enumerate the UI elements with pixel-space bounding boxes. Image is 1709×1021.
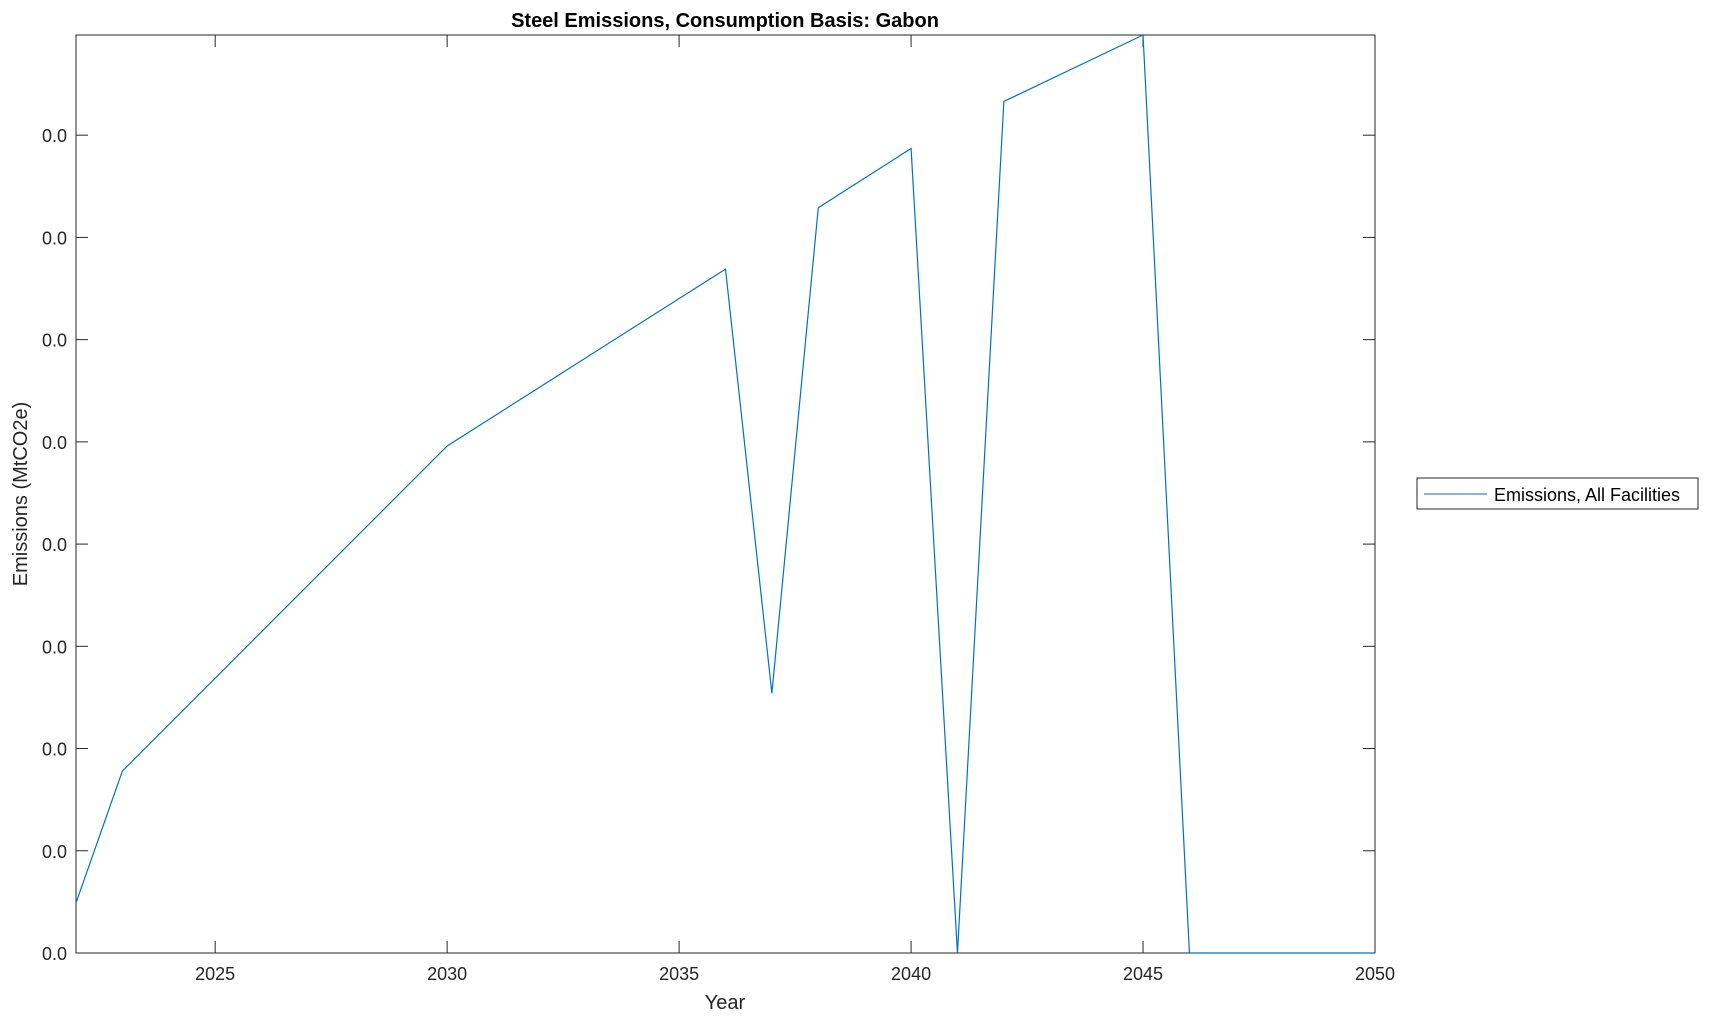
x-tick-label: 2030 — [427, 964, 467, 984]
y-tick-label: 0.0 — [42, 637, 67, 657]
y-tick-label: 0.0 — [42, 842, 67, 862]
y-tick-label: 0.0 — [42, 126, 67, 146]
x-axis-label: Year — [705, 992, 746, 1014]
y-tick-label: 0.0 — [42, 740, 67, 760]
y-tick-label: 0.0 — [42, 535, 67, 555]
x-tick-label: 2050 — [1355, 964, 1395, 984]
legend-label: Emissions, All Facilities — [1494, 485, 1680, 505]
y-tick-label: 0.0 — [42, 228, 67, 248]
plot-area — [75, 34, 1376, 954]
y-axis-label: Emissions (MtCO2e) — [10, 402, 32, 586]
x-tick-label: 2040 — [891, 964, 931, 984]
x-tick-label: 2035 — [659, 964, 699, 984]
x-tick-label: 2025 — [195, 964, 235, 984]
legend: Emissions, All Facilities — [1416, 477, 1699, 510]
y-tick-label: 0.0 — [42, 433, 67, 453]
y-tick-label: 0.0 — [42, 331, 67, 351]
chart-title: Steel Emissions, Consumption Basis: Gabo… — [511, 10, 939, 32]
x-tick-label: 2045 — [1123, 964, 1163, 984]
y-tick-label: 0.0 — [42, 944, 67, 964]
series-line-0 — [75, 34, 1375, 954]
